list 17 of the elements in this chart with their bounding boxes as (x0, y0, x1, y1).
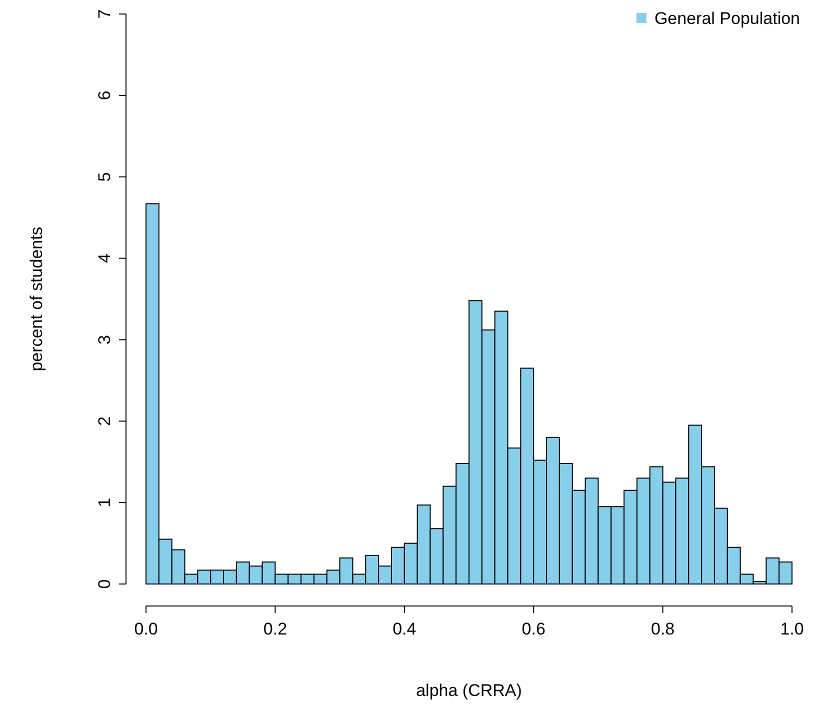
y-tick-label: 1 (95, 498, 114, 508)
y-tick-label: 0 (95, 579, 114, 589)
y-tick-label: 3 (95, 334, 114, 344)
x-tick-label: 1.0 (780, 620, 804, 639)
x-tick-label: 0.6 (522, 620, 546, 639)
y-tick-label: 2 (95, 416, 114, 426)
y-axis-title: percent of students (27, 226, 46, 372)
y-tick-label: 5 (95, 172, 114, 182)
legend-label: General Population (654, 9, 800, 28)
x-tick-label: 0.2 (263, 620, 288, 639)
y-tick-label: 6 (95, 90, 114, 100)
x-tick-label: 0.8 (650, 620, 675, 639)
y-tick-label: 7 (95, 9, 114, 19)
x-tick-label: 0.0 (134, 620, 158, 639)
y-tick-label: 4 (95, 254, 114, 264)
x-axis-title: alpha (CRRA) (416, 681, 522, 700)
x-tick-label: 0.4 (392, 620, 416, 639)
